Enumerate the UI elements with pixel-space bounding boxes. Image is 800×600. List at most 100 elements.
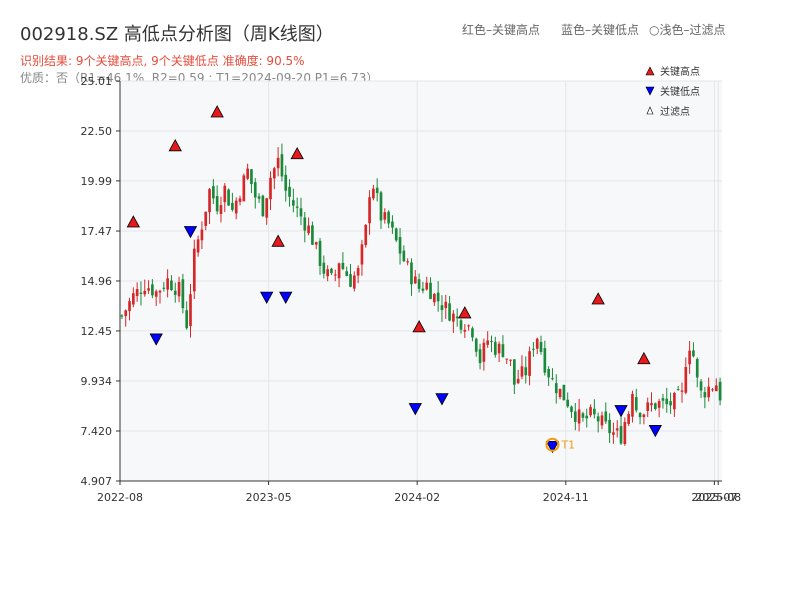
candle-body xyxy=(711,389,714,391)
candle-body xyxy=(413,276,417,284)
candle-body xyxy=(192,248,196,292)
candle-body xyxy=(326,269,329,277)
candle-body xyxy=(314,242,318,245)
key-low-marker xyxy=(545,440,560,454)
candle-body xyxy=(642,414,646,418)
key-high-marker xyxy=(290,146,304,160)
candle-body xyxy=(135,289,139,296)
candle-body xyxy=(345,271,349,276)
y-tick-label: 7.420 xyxy=(81,425,113,438)
candle-body xyxy=(375,187,379,194)
x-tick-label: 2024-02 xyxy=(394,491,440,504)
candle-body xyxy=(322,262,326,274)
candle-body xyxy=(303,217,307,231)
candle-body xyxy=(455,316,459,319)
candle-body xyxy=(570,406,573,412)
x-tick-label: 2023-05 xyxy=(246,491,292,504)
candle-body xyxy=(269,177,272,200)
candle-body xyxy=(276,157,280,169)
candle-body xyxy=(307,225,310,234)
candle-body xyxy=(391,221,394,228)
key-high-marker xyxy=(210,105,224,118)
candle-body xyxy=(394,228,398,241)
candle-body xyxy=(543,348,547,373)
candle-body xyxy=(596,416,600,422)
legend-filtered-marker xyxy=(646,106,654,115)
x-tick-label: 2025-07 xyxy=(691,491,737,504)
candle-body xyxy=(132,293,135,305)
candle-body xyxy=(265,198,269,218)
key-low-marker xyxy=(614,405,628,418)
candle-body xyxy=(410,262,413,285)
y-tick-label: 19.99 xyxy=(81,175,113,188)
y-tick-label: 12.45 xyxy=(81,325,113,338)
candle-body xyxy=(444,301,448,309)
candle-body xyxy=(612,432,615,435)
t1-marker xyxy=(545,437,560,452)
candle-body xyxy=(452,313,455,322)
header-legend-filtered: ○浅色–过滤点 xyxy=(649,23,726,37)
candle-body xyxy=(261,195,265,217)
candle-body xyxy=(288,186,291,197)
y-tick-label: 17.47 xyxy=(81,225,113,238)
candle-body xyxy=(223,185,227,203)
key-high-marker xyxy=(168,138,182,152)
candle-body xyxy=(623,421,627,445)
candle-body xyxy=(650,403,653,406)
candle-body xyxy=(520,366,524,377)
legend-low-marker xyxy=(645,86,655,96)
candle-body xyxy=(250,169,253,185)
candle-body xyxy=(185,310,189,329)
candle-body xyxy=(459,320,463,330)
candle-body xyxy=(467,325,470,327)
candle-body xyxy=(585,415,589,419)
candle-body xyxy=(330,268,333,274)
candle-body xyxy=(368,197,371,224)
candle-body xyxy=(143,290,147,295)
candle-body xyxy=(196,239,200,253)
candle-body xyxy=(189,294,192,327)
candle-body xyxy=(158,290,162,293)
x-tick-label: 2025-08 xyxy=(695,491,741,504)
candle-body xyxy=(208,189,211,213)
candle-body xyxy=(352,275,356,289)
candle-body xyxy=(703,392,707,398)
candles-group xyxy=(120,143,722,446)
candle-body xyxy=(238,198,242,202)
key-low-marker xyxy=(260,291,274,304)
legend-filtered-label: 过滤点 xyxy=(660,105,690,118)
page-title: 002918.SZ 高低点分析图（周K线图） xyxy=(20,24,334,45)
candle-body xyxy=(524,367,528,376)
candle-body xyxy=(707,386,710,398)
candle-body xyxy=(215,196,219,212)
candle-body xyxy=(219,205,223,215)
candle-body xyxy=(356,268,360,276)
candle-body xyxy=(139,292,143,294)
candle-body xyxy=(505,358,509,360)
candle-body xyxy=(280,154,284,177)
candle-body xyxy=(387,211,390,224)
candle-body xyxy=(318,240,322,266)
candle-body xyxy=(680,390,684,392)
candle-body xyxy=(615,428,619,431)
candle-body xyxy=(608,419,611,434)
key-high-marker xyxy=(412,320,426,333)
candle-body xyxy=(627,413,630,424)
candle-body xyxy=(493,341,497,355)
candle-body xyxy=(673,392,676,410)
candle-body xyxy=(562,384,566,401)
candle-body xyxy=(486,340,490,345)
candle-body xyxy=(688,350,691,365)
y-tick-label: 9.934 xyxy=(81,375,113,388)
candle-body xyxy=(379,192,383,221)
candle-body xyxy=(661,398,665,401)
candle-body xyxy=(341,262,345,270)
candle-body xyxy=(566,399,570,407)
candle-body xyxy=(151,284,154,296)
legend-low-label: 关键低点 xyxy=(660,85,700,98)
candle-body xyxy=(364,225,368,246)
candle-body xyxy=(234,200,238,214)
y-tick-label: 25.01 xyxy=(81,75,113,88)
candle-body xyxy=(589,407,592,416)
candle-body xyxy=(333,274,337,276)
